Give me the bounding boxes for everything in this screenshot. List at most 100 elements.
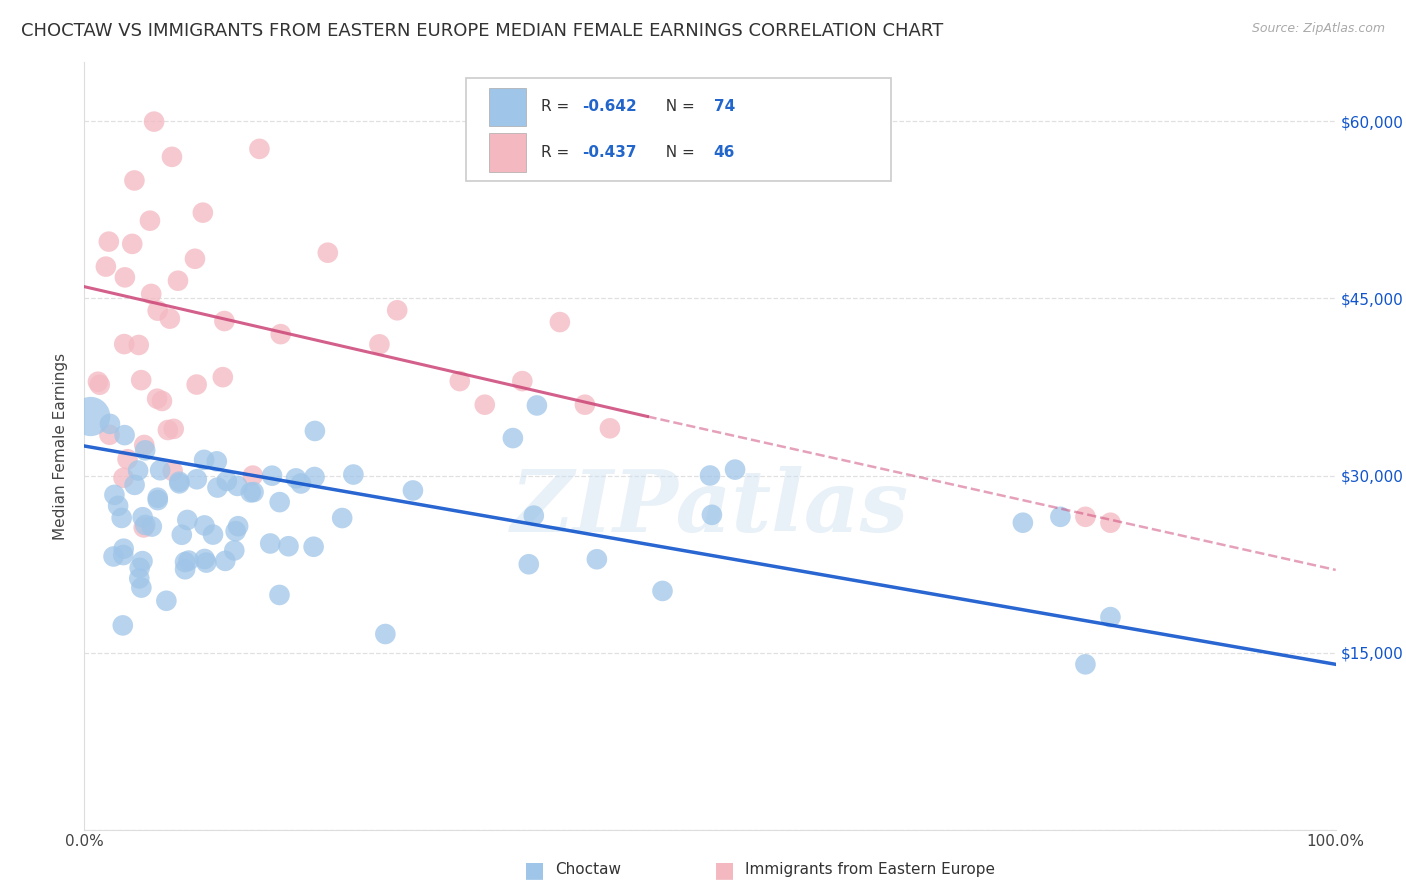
Point xyxy=(107,499,129,513)
Point xyxy=(112,337,135,351)
Point xyxy=(112,471,135,485)
Point xyxy=(290,476,312,491)
Text: N =: N = xyxy=(657,99,700,114)
Bar xyxy=(488,133,526,171)
Point xyxy=(127,463,149,477)
Point xyxy=(699,468,721,483)
Point xyxy=(98,417,121,431)
Point xyxy=(146,491,169,505)
Point xyxy=(193,453,215,467)
Point xyxy=(304,470,326,484)
Point xyxy=(117,452,139,467)
Point xyxy=(128,561,150,575)
Point xyxy=(114,428,136,442)
Point xyxy=(129,373,152,387)
Text: -0.642: -0.642 xyxy=(582,99,637,114)
Point xyxy=(277,539,299,553)
Point xyxy=(111,511,134,525)
Point xyxy=(112,548,135,562)
Point xyxy=(700,508,723,522)
Point xyxy=(548,315,571,329)
Point xyxy=(131,554,153,568)
Point xyxy=(112,541,135,556)
Point xyxy=(134,443,156,458)
Point xyxy=(259,536,281,550)
Point xyxy=(124,478,146,492)
Text: Choctaw: Choctaw xyxy=(555,863,621,877)
Point xyxy=(174,555,197,569)
Point xyxy=(239,485,262,500)
Point xyxy=(226,479,249,493)
Point xyxy=(523,508,546,523)
Point xyxy=(160,150,183,164)
Point xyxy=(176,513,198,527)
Point xyxy=(651,583,673,598)
Point xyxy=(201,527,224,541)
Point xyxy=(474,398,496,412)
Point xyxy=(270,327,292,342)
Text: ■: ■ xyxy=(524,860,544,880)
Point xyxy=(224,543,246,558)
Point xyxy=(186,472,208,486)
Point xyxy=(139,213,162,227)
Point xyxy=(141,287,163,301)
Point xyxy=(193,518,215,533)
Point xyxy=(342,467,364,482)
Point xyxy=(1099,516,1122,530)
Point xyxy=(304,424,326,438)
Point xyxy=(194,552,217,566)
Point xyxy=(1049,509,1071,524)
Text: ZIPatlas: ZIPatlas xyxy=(510,466,910,549)
Point xyxy=(330,511,353,525)
Text: ■: ■ xyxy=(714,860,734,880)
Point xyxy=(98,427,121,442)
Point xyxy=(1099,610,1122,624)
Point xyxy=(512,374,534,388)
Point xyxy=(385,303,409,318)
Point xyxy=(143,114,166,128)
Point xyxy=(724,462,747,476)
Point xyxy=(449,374,471,388)
Text: -0.437: -0.437 xyxy=(582,145,637,160)
Point xyxy=(1074,657,1097,672)
Point xyxy=(191,205,214,219)
Point xyxy=(177,553,200,567)
Point xyxy=(87,375,110,389)
Text: N =: N = xyxy=(657,145,700,160)
Point xyxy=(146,303,169,318)
Point xyxy=(97,235,120,249)
Bar xyxy=(488,87,526,126)
Point xyxy=(599,421,621,435)
Point xyxy=(170,527,193,541)
Text: 74: 74 xyxy=(714,99,735,114)
Point xyxy=(162,464,184,478)
Point xyxy=(586,552,609,566)
Point xyxy=(169,476,191,491)
Point xyxy=(374,627,396,641)
Point xyxy=(269,588,291,602)
Point xyxy=(302,540,325,554)
Point xyxy=(214,314,236,328)
Point xyxy=(128,338,150,352)
Point xyxy=(214,554,236,568)
Point xyxy=(211,370,233,384)
Point xyxy=(269,495,291,509)
Point xyxy=(517,558,540,572)
Point xyxy=(132,520,155,534)
Point xyxy=(114,270,136,285)
Text: R =: R = xyxy=(541,145,574,160)
Point xyxy=(368,337,391,351)
Text: R =: R = xyxy=(541,99,574,114)
Point xyxy=(226,519,249,533)
Point xyxy=(111,618,134,632)
Point xyxy=(205,454,228,468)
Text: Source: ZipAtlas.com: Source: ZipAtlas.com xyxy=(1251,22,1385,36)
Point xyxy=(134,438,156,452)
Point xyxy=(141,519,163,533)
Point xyxy=(242,485,264,500)
Point xyxy=(146,392,169,406)
Y-axis label: Median Female Earnings: Median Female Earnings xyxy=(53,352,69,540)
Point xyxy=(94,260,117,274)
Point xyxy=(159,311,181,326)
Point xyxy=(1012,516,1035,530)
